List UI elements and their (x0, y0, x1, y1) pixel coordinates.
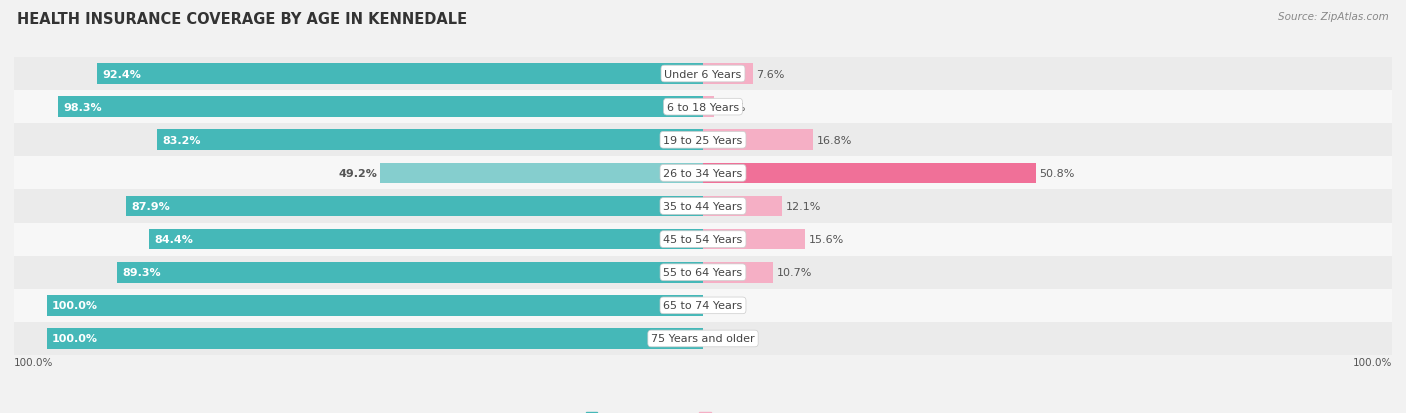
Bar (46, 328, 703, 349)
Text: 100.0%: 100.0% (1353, 358, 1392, 368)
Text: Under 6 Years: Under 6 Years (665, 69, 741, 79)
Bar (703, 163, 1036, 184)
Text: 98.3%: 98.3% (63, 102, 101, 112)
Bar (149, 229, 703, 250)
Legend: With Coverage, Without Coverage: With Coverage, Without Coverage (582, 408, 824, 413)
Bar (58, 97, 703, 118)
Bar (703, 262, 773, 283)
Text: 55 to 64 Years: 55 to 64 Years (664, 268, 742, 278)
Text: Source: ZipAtlas.com: Source: ZipAtlas.com (1278, 12, 1389, 22)
Text: 84.4%: 84.4% (155, 235, 194, 244)
Bar (97, 64, 703, 85)
Text: 35 to 44 Years: 35 to 44 Years (664, 202, 742, 211)
Bar (117, 262, 703, 283)
Text: 100.0%: 100.0% (52, 301, 98, 311)
Bar (703, 64, 752, 85)
Text: 75 Years and older: 75 Years and older (651, 334, 755, 344)
Text: 100.0%: 100.0% (52, 334, 98, 344)
Bar (703, 130, 813, 151)
Text: 65 to 74 Years: 65 to 74 Years (664, 301, 742, 311)
Text: HEALTH INSURANCE COVERAGE BY AGE IN KENNEDALE: HEALTH INSURANCE COVERAGE BY AGE IN KENN… (17, 12, 467, 27)
Bar (14, 157, 1392, 190)
Text: 1.7%: 1.7% (717, 102, 745, 112)
Text: 7.6%: 7.6% (756, 69, 785, 79)
Bar (14, 322, 1392, 355)
Text: 92.4%: 92.4% (103, 69, 141, 79)
Text: 15.6%: 15.6% (808, 235, 844, 244)
Text: 89.3%: 89.3% (122, 268, 160, 278)
Bar (14, 256, 1392, 289)
Text: 87.9%: 87.9% (132, 202, 170, 211)
Text: 0.0%: 0.0% (706, 301, 734, 311)
Text: 26 to 34 Years: 26 to 34 Years (664, 169, 742, 178)
Text: 10.7%: 10.7% (776, 268, 811, 278)
Text: 83.2%: 83.2% (162, 135, 201, 145)
Bar (14, 223, 1392, 256)
Bar (703, 97, 714, 118)
Bar (703, 229, 806, 250)
Bar (380, 163, 703, 184)
Bar (157, 130, 703, 151)
Text: 6 to 18 Years: 6 to 18 Years (666, 102, 740, 112)
Bar (14, 124, 1392, 157)
Text: 49.2%: 49.2% (337, 169, 377, 178)
Bar (14, 58, 1392, 91)
Text: 19 to 25 Years: 19 to 25 Years (664, 135, 742, 145)
Text: 0.0%: 0.0% (706, 334, 734, 344)
Text: 50.8%: 50.8% (1039, 169, 1076, 178)
Bar (703, 196, 782, 217)
Bar (14, 91, 1392, 124)
Bar (14, 190, 1392, 223)
Bar (127, 196, 703, 217)
Bar (46, 295, 703, 316)
Bar (14, 289, 1392, 322)
Text: 12.1%: 12.1% (786, 202, 821, 211)
Text: 45 to 54 Years: 45 to 54 Years (664, 235, 742, 244)
Text: 16.8%: 16.8% (817, 135, 852, 145)
Text: 100.0%: 100.0% (14, 358, 53, 368)
